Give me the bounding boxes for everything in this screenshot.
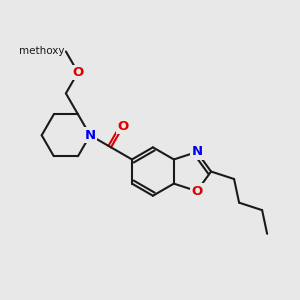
Text: methoxy: methoxy bbox=[19, 46, 64, 56]
Text: O: O bbox=[191, 184, 202, 198]
Text: N: N bbox=[85, 129, 96, 142]
Text: N: N bbox=[191, 146, 203, 158]
Text: O: O bbox=[118, 120, 129, 133]
Text: O: O bbox=[72, 66, 84, 79]
